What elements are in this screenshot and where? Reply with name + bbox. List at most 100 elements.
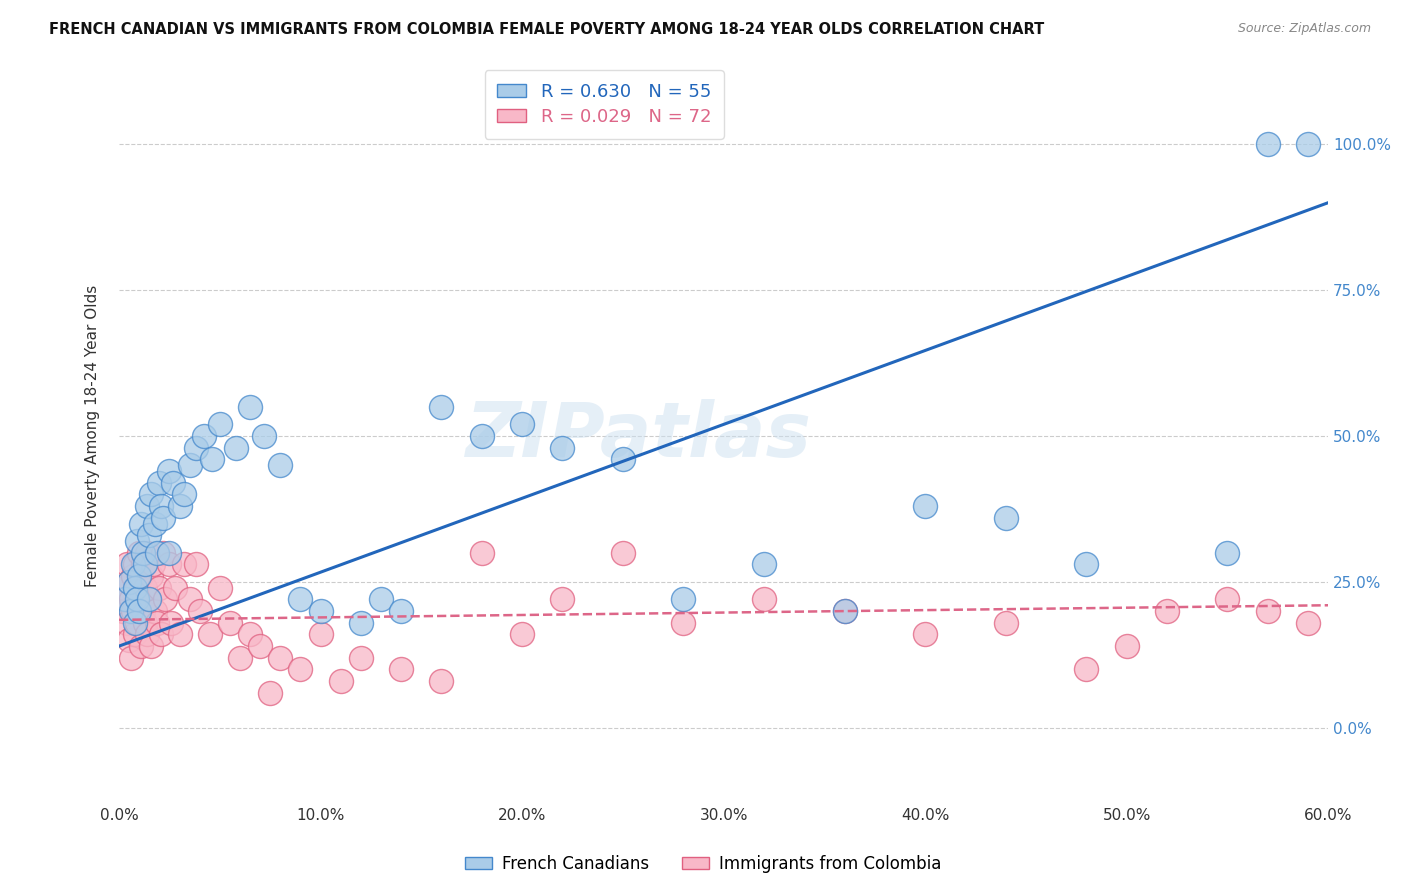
Point	[1076, 558, 1098, 572]
Point	[118, 574, 141, 589]
Point	[173, 558, 195, 572]
Point	[201, 452, 224, 467]
Point	[118, 633, 141, 648]
Point	[128, 569, 150, 583]
Point	[128, 592, 150, 607]
Point	[184, 558, 207, 572]
Point	[225, 441, 247, 455]
Point	[159, 546, 181, 560]
Point	[152, 510, 174, 524]
Point	[612, 546, 634, 560]
Point	[239, 627, 262, 641]
Point	[173, 487, 195, 501]
Point	[129, 569, 152, 583]
Point	[159, 558, 181, 572]
Y-axis label: Female Poverty Among 18-24 Year Olds: Female Poverty Among 18-24 Year Olds	[86, 285, 100, 587]
Point	[188, 604, 211, 618]
Point	[290, 662, 312, 676]
Point	[179, 592, 201, 607]
Point	[114, 581, 136, 595]
Point	[752, 558, 775, 572]
Point	[136, 499, 159, 513]
Point	[132, 604, 155, 618]
Point	[510, 417, 533, 432]
Point	[152, 546, 174, 560]
Point	[672, 615, 695, 630]
Point	[124, 615, 146, 630]
Point	[124, 581, 146, 595]
Point	[127, 592, 149, 607]
Point	[329, 674, 352, 689]
Point	[150, 499, 173, 513]
Point	[994, 615, 1017, 630]
Point	[141, 569, 163, 583]
Point	[134, 558, 156, 572]
Point	[124, 627, 146, 641]
Point	[128, 604, 150, 618]
Point	[1216, 592, 1239, 607]
Point	[752, 592, 775, 607]
Point	[148, 581, 170, 595]
Point	[290, 592, 312, 607]
Point	[127, 615, 149, 630]
Point	[239, 400, 262, 414]
Point	[143, 516, 166, 531]
Point	[309, 604, 332, 618]
Point	[122, 558, 145, 572]
Point	[350, 650, 373, 665]
Point	[370, 592, 392, 607]
Point	[115, 615, 138, 630]
Point	[914, 499, 936, 513]
Point	[146, 615, 169, 630]
Point	[120, 592, 142, 607]
Point	[551, 592, 574, 607]
Point	[612, 452, 634, 467]
Point	[132, 546, 155, 560]
Point	[114, 592, 136, 607]
Point	[162, 475, 184, 490]
Point	[269, 650, 291, 665]
Point	[160, 615, 183, 630]
Point	[184, 441, 207, 455]
Point	[141, 639, 163, 653]
Text: ZIPatlas: ZIPatlas	[465, 399, 811, 473]
Point	[430, 400, 453, 414]
Point	[269, 458, 291, 473]
Point	[193, 429, 215, 443]
Point	[1257, 137, 1279, 152]
Point	[118, 574, 141, 589]
Point	[155, 592, 177, 607]
Point	[1296, 615, 1319, 630]
Point	[471, 429, 494, 443]
Point	[229, 650, 252, 665]
Text: Source: ZipAtlas.com: Source: ZipAtlas.com	[1237, 22, 1371, 36]
Point	[179, 458, 201, 473]
Point	[143, 604, 166, 618]
Point	[165, 581, 187, 595]
Point	[249, 639, 271, 653]
Point	[142, 558, 165, 572]
Point	[115, 558, 138, 572]
Point	[1076, 662, 1098, 676]
Point	[129, 516, 152, 531]
Point	[914, 627, 936, 641]
Point	[259, 686, 281, 700]
Point	[219, 615, 242, 630]
Point	[112, 604, 135, 618]
Point	[510, 627, 533, 641]
Point	[110, 592, 132, 607]
Point	[120, 604, 142, 618]
Point	[141, 487, 163, 501]
Point	[430, 674, 453, 689]
Point	[389, 604, 412, 618]
Point	[120, 650, 142, 665]
Point	[127, 581, 149, 595]
Point	[138, 528, 160, 542]
Point	[124, 558, 146, 572]
Point	[1296, 137, 1319, 152]
Point	[159, 464, 181, 478]
Point	[994, 510, 1017, 524]
Point	[134, 581, 156, 595]
Point	[169, 499, 191, 513]
Point	[253, 429, 276, 443]
